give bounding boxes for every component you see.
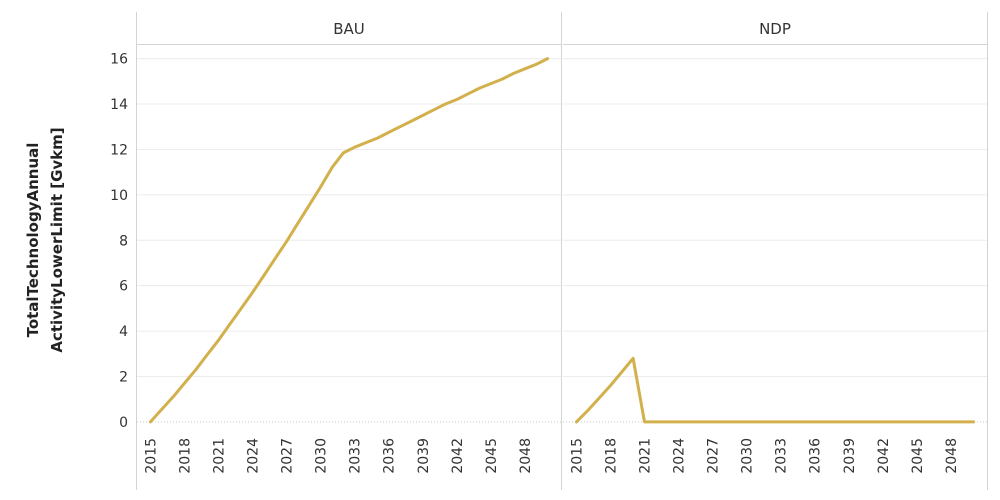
x-tick-label: 2033 xyxy=(348,438,364,474)
x-tick-label: 2015 xyxy=(569,438,585,474)
x-tick-label: 2027 xyxy=(280,438,296,474)
x-tick-label: 2030 xyxy=(740,438,756,474)
x-tick-label: 2024 xyxy=(672,438,688,474)
x-tick-label: 2018 xyxy=(177,438,193,474)
panel-bau: BAU 2015 2018 2021 2024 2027 2030 2033 2036 2039 2… xyxy=(137,12,562,490)
panel-ndp: NDP 2015 2018 2021 2024 2027 2030 2033 2036 2039 2… xyxy=(563,12,988,490)
x-tick-label: 2039 xyxy=(842,438,858,474)
y-tick-label: 16 xyxy=(110,52,128,68)
x-tick-label: 2039 xyxy=(416,438,432,474)
x-tick-label: 2036 xyxy=(382,438,398,474)
y-axis-title-line-2: ActivityLowerLimit [Gvkm] xyxy=(48,127,66,352)
x-tick-label: 2027 xyxy=(706,438,722,474)
y-axis-ticks: 0 2 4 6 8 10 12 14 16 xyxy=(110,52,128,431)
y-tick-label: 14 xyxy=(110,97,128,113)
x-tick-label: 2030 xyxy=(314,438,330,474)
y-tick-label: 10 xyxy=(110,188,128,204)
x-tick-label: 2024 xyxy=(246,438,262,474)
x-tick-label: 2042 xyxy=(876,438,892,474)
series-line-bau xyxy=(148,57,550,424)
x-tick-label: 2045 xyxy=(484,438,500,474)
y-tick-label: 6 xyxy=(119,279,128,295)
y-tick-label: 0 xyxy=(119,415,128,431)
panel-title: BAU xyxy=(333,20,365,38)
x-tick-label: 2033 xyxy=(774,438,790,474)
x-tick-label: 2021 xyxy=(212,438,228,474)
y-tick-label: 2 xyxy=(119,370,128,386)
y-axis-title: TotalTechnologyAnnual ActivityLowerLimit… xyxy=(24,127,66,352)
y-tick-label: 4 xyxy=(119,324,128,340)
x-tick-label: 2048 xyxy=(518,438,534,474)
x-tick-label: 2021 xyxy=(638,438,654,474)
x-tick-label: 2015 xyxy=(143,438,159,474)
x-tick-label: 2036 xyxy=(808,438,824,474)
y-tick-label: 8 xyxy=(119,233,128,249)
series-line-ndp xyxy=(574,356,976,424)
chart-panels: BAU 2015 2018 2021 2024 2027 2030 2033 2036 2039 2… xyxy=(136,12,988,490)
x-tick-label: 2042 xyxy=(450,438,466,474)
panel-title: NDP xyxy=(759,20,791,38)
x-tick-label: 2048 xyxy=(944,438,960,474)
y-tick-label: 12 xyxy=(110,142,128,158)
x-tick-label: 2018 xyxy=(603,438,619,474)
y-axis-title-line-1: TotalTechnologyAnnual xyxy=(24,143,42,338)
x-tick-label: 2045 xyxy=(910,438,926,474)
